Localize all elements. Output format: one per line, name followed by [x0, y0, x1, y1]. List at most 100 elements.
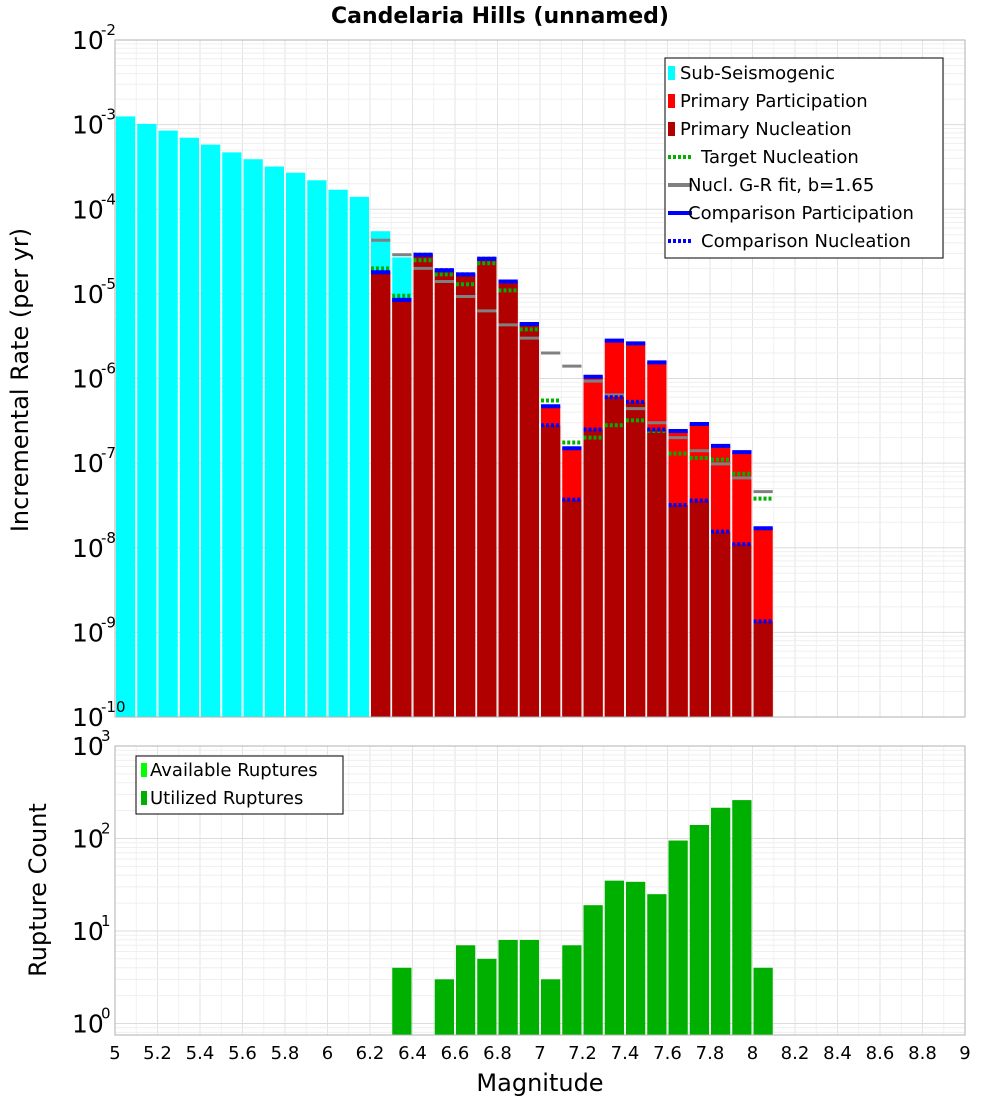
primary-nucleation-bar [626, 401, 646, 717]
top-legend-box [664, 57, 944, 259]
primary-nucleation-bar [647, 429, 667, 717]
bottom-y-tick-label: 10 [72, 917, 104, 946]
sub-seismogenic-bar [328, 189, 348, 717]
primary-nucleation-bar [689, 500, 709, 717]
sub-seismogenic-bar [243, 159, 263, 718]
top-y-tick-exponent: -6 [101, 360, 116, 378]
primary-nucleation-bar [732, 544, 752, 717]
top-plot-border [114, 39, 966, 718]
top-y-tick-exponent: -10 [101, 698, 126, 716]
sub-seismogenic-bar [264, 166, 284, 717]
top-y-tick-label: 10 [72, 26, 104, 55]
x-tick-label: 6.8 [483, 1043, 512, 1064]
x-tick-label: 8 [747, 1043, 758, 1064]
utilized-ruptures-bar [583, 905, 603, 1035]
top-y-tick-label: 10 [72, 365, 104, 394]
top-y-tick-exponent: -9 [101, 613, 116, 631]
utilized-ruptures-bar [711, 807, 731, 1035]
bottom-legend: Available Ruptures Utilized Ruptures [135, 755, 344, 815]
primary-nucleation-bar [456, 274, 476, 717]
top-y-tick-exponent: -2 [101, 21, 116, 39]
primary-nucleation-bar [668, 505, 688, 717]
primary-nucleation-bar [371, 272, 391, 717]
primary-nucleation-bar [477, 258, 497, 717]
top-y-tick-exponent: -3 [101, 106, 116, 124]
utilized-ruptures-bar [498, 939, 518, 1035]
top-y-tick-exponent: -7 [101, 444, 116, 462]
x-tick-label: 6.4 [398, 1043, 427, 1064]
utilized-ruptures-bar [477, 958, 497, 1035]
sub-seismogenic-bar [179, 137, 199, 717]
legend-swatch [141, 791, 147, 805]
x-tick-label: 8.6 [866, 1043, 895, 1064]
bottom-y-tick-exponent: 1 [101, 912, 111, 930]
utilized-ruptures-bar [668, 840, 688, 1035]
utilized-ruptures-bar [541, 979, 561, 1035]
top-line-marks [371, 238, 773, 624]
sub-seismogenic-bar [307, 180, 327, 718]
sub-seismogenic-bar [158, 130, 178, 718]
top-y-tick-label: 10 [72, 534, 104, 563]
utilized-ruptures-bar [647, 894, 667, 1035]
x-tick-label: 8.8 [908, 1043, 937, 1064]
utilized-ruptures-bar [456, 945, 476, 1035]
top-y-tick-exponent: -8 [101, 529, 116, 547]
x-tick-label: 9 [959, 1043, 970, 1064]
primary-nucleation-bar [498, 281, 518, 717]
sub-seismogenic-bar [222, 152, 242, 717]
legend-swatch [668, 66, 675, 80]
legend-label: Target Nucleation [700, 147, 859, 168]
utilized-ruptures-bar [604, 880, 624, 1035]
top-y-tick-label: 10 [72, 195, 104, 224]
primary-nucleation-bar [541, 425, 561, 717]
utilized-ruptures-bar [519, 939, 539, 1035]
x-tick-label: 5 [109, 1043, 120, 1064]
x-ticks: 5 5.2 5.4 5.6 5.8 6 6.2 6.4 6.6 6.8 7 7.2 7.4 7.6 7.8 8… [109, 1043, 970, 1064]
bottom-y-tick-exponent: 2 [101, 819, 111, 837]
sub-seismogenic-bar [116, 116, 136, 717]
primary-nucleation-bar [519, 324, 539, 717]
utilized-ruptures-bar [689, 824, 709, 1035]
bottom-y-axis-label: Rupture Count [24, 803, 52, 977]
x-tick-label: 7 [534, 1043, 545, 1064]
bottom-plot-border [114, 745, 966, 1036]
chart-title: Candelaria Hills (unnamed) [331, 4, 669, 29]
legend-swatch [668, 122, 675, 136]
bottom-legend-box [135, 755, 344, 815]
legend-label: Primary Participation [680, 91, 868, 112]
bottom-y-tick-label: 10 [72, 732, 104, 761]
legend-label: Comparison Participation [688, 203, 914, 224]
top-legend: Sub-Seismogenic Primary Participation Prim… [664, 57, 944, 259]
legend-swatch [141, 763, 147, 777]
legend-label: Available Ruptures [150, 760, 318, 781]
top-y-tick-label: 10 [72, 618, 104, 647]
primary-nucleation-bar [711, 531, 731, 717]
primary-nucleation-bar [604, 397, 624, 717]
x-tick-label: 5.2 [143, 1043, 172, 1064]
legend-swatch [668, 94, 675, 108]
utilized-ruptures-bar [392, 967, 412, 1035]
x-tick-label: 6 [322, 1043, 333, 1064]
utilized-ruptures-bar [562, 945, 582, 1035]
x-tick-label: 8.2 [781, 1043, 810, 1064]
x-tick-label: 7.2 [568, 1043, 597, 1064]
top-y-tick-label: 10 [72, 111, 104, 140]
top-y-axis-label: Incremental Rate (per yr) [6, 228, 34, 532]
top-y-tick-label: 10 [72, 703, 104, 732]
legend-label: Sub-Seismogenic [680, 63, 835, 84]
utilized-ruptures-bar [753, 967, 773, 1035]
legend-label: Primary Nucleation [680, 119, 852, 140]
sub-seismogenic-bar [137, 123, 157, 717]
legend-label: Utilized Ruptures [150, 788, 303, 809]
bottom-y-tick-label: 10 [72, 824, 104, 853]
bottom-y-tick-label: 10 [72, 1009, 104, 1038]
top-y-tick-label: 10 [72, 449, 104, 478]
legend-label: Nucl. G-R fit, b=1.65 [688, 175, 874, 196]
x-tick-label: 8.4 [823, 1043, 852, 1064]
x-tick-label: 5.6 [228, 1043, 257, 1064]
